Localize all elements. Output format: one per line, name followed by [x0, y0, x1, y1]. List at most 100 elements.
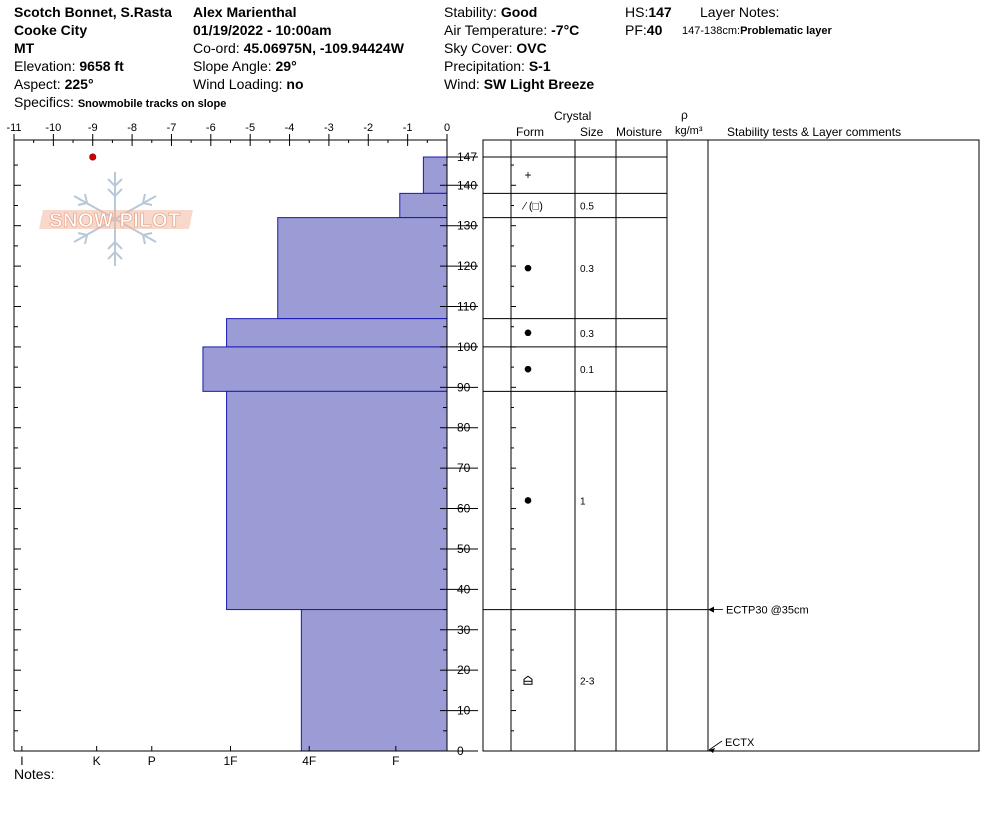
layer-notes-label: Layer Notes: — [700, 4, 780, 20]
coord-row: Co-ord: 45.06975N, -109.94424W — [193, 39, 404, 57]
density-symbol: ρ — [681, 108, 688, 122]
comments-header: Stability tests & Layer comments — [727, 125, 902, 139]
air-temp-label: Air Temperature: — [444, 22, 552, 38]
specifics-row: Specifics: Snowmobile tracks on slope — [14, 93, 226, 113]
hardness-bar — [277, 217, 448, 320]
grain-size-label: 1 — [580, 496, 586, 507]
depth-tick-label: 10 — [457, 704, 471, 718]
logo-banner — [39, 210, 193, 229]
elevation-label: Elevation: — [14, 58, 80, 74]
aspect-label: Aspect: — [14, 76, 65, 92]
depth-tick-label: 70 — [457, 461, 471, 475]
depth-tick-label: 90 — [457, 380, 471, 394]
logo-text: SNOW PILOT — [49, 210, 181, 232]
precip-value: S-1 — [528, 58, 551, 74]
air-temp-row: Air Temperature: -7°C — [444, 21, 579, 39]
slope-value: 29° — [275, 58, 297, 74]
temperature-tick-label: -1 — [403, 122, 413, 134]
hardness-bar — [226, 318, 448, 348]
sky-label: Sky Cover: — [444, 40, 517, 56]
depth-tick-label: 20 — [457, 663, 471, 677]
hardness-label: 1F — [223, 754, 237, 768]
stability-tests: ECTP30 @35cm ECTX — [667, 605, 809, 753]
elevation-row: Elevation: 9658 ft — [14, 57, 124, 75]
temperature-profile — [89, 153, 97, 161]
precip-label: Precipitation: — [444, 58, 529, 74]
moisture-header: Moisture — [616, 125, 663, 139]
form-header: Form — [516, 125, 544, 139]
hardness-bar — [422, 156, 448, 194]
stability-test-label: ECTX — [725, 737, 755, 749]
depth-tick-label: 110 — [457, 300, 476, 314]
temperature-tick-label: -7 — [167, 122, 177, 134]
wind-row: Wind: SW Light Breeze — [444, 75, 594, 93]
hs-row: HS:147 — [625, 3, 672, 21]
hardness-label: I — [20, 754, 23, 768]
wind-loading-row: Wind Loading: no — [193, 75, 304, 93]
hardness-axis: I K P 1F 4F F — [20, 746, 399, 768]
depth-tick-label: 140 — [457, 178, 477, 192]
stability-test-leader — [708, 740, 723, 751]
layer-note-range: 147-138cm: — [682, 25, 741, 37]
hardness-bar — [300, 609, 448, 752]
datetime: 01/19/2022 - 10:00am — [193, 22, 332, 38]
grain-size-label: 0.3 — [580, 264, 594, 275]
notes-label: Notes: — [14, 766, 55, 782]
slope-label: Slope Angle: — [193, 58, 276, 74]
temperature-tick-label: -4 — [285, 122, 295, 134]
temperature-point — [89, 153, 97, 161]
rounded-grain-icon — [524, 329, 532, 337]
hs-value: 147 — [648, 4, 672, 20]
air-temp-value: -7°C — [551, 22, 580, 38]
temperature-tick-label: -2 — [363, 122, 373, 134]
depth-tick-label: 50 — [457, 542, 471, 556]
depth-tick-label: 0 — [457, 744, 464, 758]
pf-value: 40 — [646, 22, 663, 38]
stability-label: Stability: — [444, 4, 501, 20]
temperature-tick-label: -11 — [6, 122, 21, 134]
depth-axis: 0 10 20 30 40 50 60 70 80 90 100 110 120 130 140 147 — [440, 150, 478, 758]
specifics-value: Snowmobile tracks on slope — [77, 98, 227, 110]
grain-size-label: 0.3 — [580, 329, 594, 340]
hardness-label: K — [93, 754, 101, 768]
grain-size-label: 0.1 — [580, 365, 594, 376]
layer-note: 147-138cm:Problematic layer — [682, 22, 832, 40]
observer: Alex Marienthal — [193, 4, 297, 20]
hardness-bar — [226, 390, 448, 611]
depth-tick-label: 130 — [457, 219, 477, 233]
hardness-bar — [399, 192, 448, 219]
depth-tick-label: 40 — [457, 582, 471, 596]
pf-row: PF:40 — [625, 21, 662, 39]
depth-tick-label: 120 — [457, 259, 477, 273]
wind-label: Wind: — [444, 76, 484, 92]
temperature-tick-label: -5 — [245, 122, 255, 134]
size-header: Size — [580, 125, 604, 139]
hs-label: HS: — [625, 4, 649, 20]
stability-value: Good — [500, 4, 538, 20]
hardness-bar — [202, 346, 448, 392]
sky-row: Sky Cover: OVC — [444, 39, 547, 57]
rounded-grain-icon — [524, 264, 532, 272]
density-unit: kg/m³ — [675, 125, 703, 137]
state: MT — [14, 40, 35, 56]
hardness-profile — [202, 156, 448, 752]
wind-loading-value: no — [286, 76, 304, 92]
grain-size-label: 2-3 — [580, 676, 595, 687]
depth-tick-label: 80 — [457, 421, 471, 435]
temperature-tick-label: -10 — [45, 122, 61, 134]
hardness-label: F — [392, 754, 399, 768]
rounded-grain-icon — [524, 497, 532, 504]
elevation-value: 9658 ft — [79, 58, 124, 74]
stability-test-arrow — [708, 606, 714, 613]
temperature-tick-label: 0 — [444, 122, 450, 134]
area: Cooke City — [14, 22, 88, 38]
stability-row: Stability: Good — [444, 3, 537, 21]
hardness-label: 4F — [302, 754, 316, 768]
precip-row: Precipitation: S-1 — [444, 57, 551, 75]
crystal-header: Crystal — [554, 109, 592, 123]
coord-label: Co-ord: — [193, 40, 244, 56]
location: Scotch Bonnet, S.Rasta — [14, 4, 172, 20]
wind-value: SW Light Breeze — [483, 76, 595, 92]
coord-value: 45.06975N, -109.94424W — [243, 40, 404, 56]
